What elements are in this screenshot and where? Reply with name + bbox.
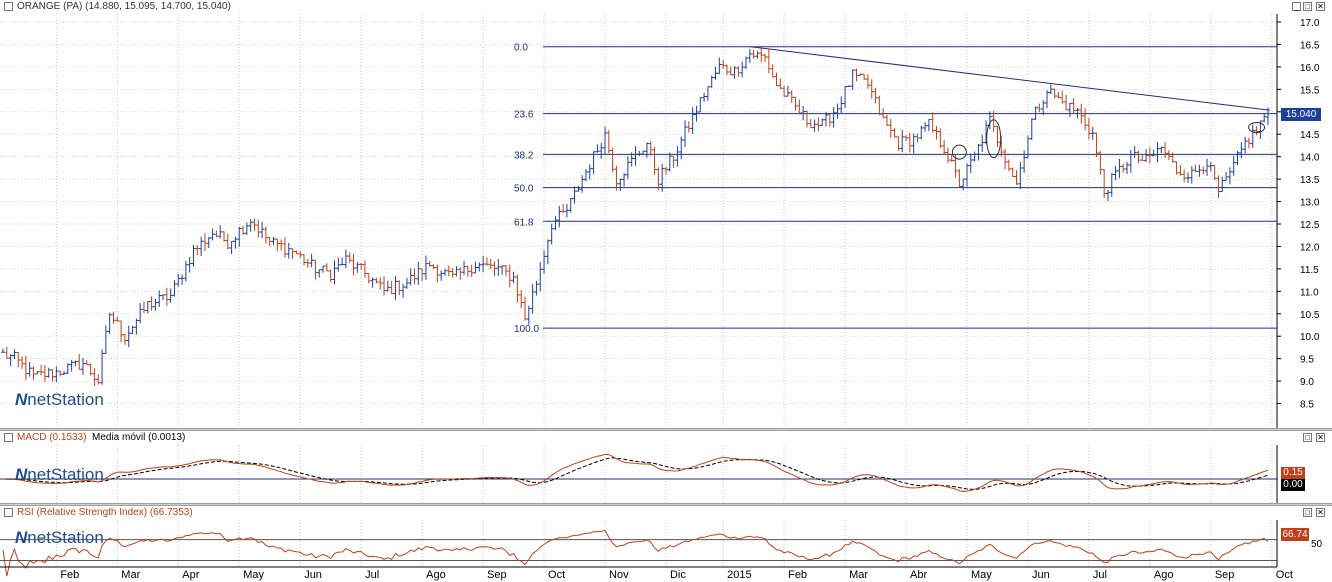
x-tick-label: Jul <box>365 569 379 581</box>
netstation-logo-text: netStation <box>27 390 104 409</box>
y-tick-label: 10.0 <box>1300 332 1320 343</box>
price-pane-titlebar: ORANGE (PA) (14.880, 15.095, 14.700, 15.… <box>0 0 1332 14</box>
x-tick-label: Mar <box>121 569 140 581</box>
y-tick-label: 12.0 <box>1300 242 1320 253</box>
macd-chart[interactable] <box>0 445 1332 503</box>
rsi-axis-label: 50 <box>1311 539 1323 550</box>
netstation-logo-text: netStation <box>27 465 104 484</box>
maximize-icon[interactable]: □ <box>1303 508 1312 517</box>
signal-line <box>2 457 1269 490</box>
x-tick-label: Sep <box>1215 569 1235 581</box>
y-tick-label: 8.5 <box>1300 400 1314 411</box>
x-tick-label: Jul <box>1093 569 1107 581</box>
signal-value-tag: 0.00 <box>1281 479 1305 491</box>
fibonacci-level-label: 100.0 <box>514 324 539 335</box>
minimize-icon[interactable]: _ <box>1292 2 1301 11</box>
close-icon[interactable]: ✕ <box>1316 433 1325 442</box>
netstation-logo-mark: N <box>15 465 28 484</box>
maximize-icon[interactable]: □ <box>1303 2 1312 11</box>
netstation-logo-mark: N <box>15 528 28 547</box>
macd-line <box>2 453 1269 493</box>
x-tick-label: Ago <box>426 569 446 581</box>
macd-signal-title: Media móvil (0.0013) <box>92 432 186 443</box>
netstation-logo: NnetStation <box>15 465 104 485</box>
y-tick-label: 17.0 <box>1300 18 1320 29</box>
x-tick-label: Apr <box>182 569 199 581</box>
x-tick-label: May <box>243 569 264 581</box>
maximize-icon[interactable]: □ <box>1303 433 1312 442</box>
y-tick-label: 15.5 <box>1300 85 1320 96</box>
x-tick-label: Jun <box>1032 569 1050 581</box>
y-tick-label: 9.5 <box>1300 355 1314 366</box>
rsi-value-tag: 66.74 <box>1281 528 1309 541</box>
rsi-chart[interactable]: Feb Mar Apr May Jun Jul Ago Sep Oct Nov Dic 2015 Feb… <box>0 520 1332 582</box>
macd-value-tag: 0.15 <box>1281 467 1305 479</box>
y-tick-label: 11.0 <box>1300 287 1319 298</box>
fibonacci-level-label: 23.6 <box>514 110 534 121</box>
fibonacci-level-label: 61.8 <box>514 217 534 228</box>
rsi-line <box>2 529 1269 577</box>
y-tick-label: 12.5 <box>1300 220 1320 231</box>
price-pane-title: ORANGE (PA) (14.880, 15.095, 14.700, 15.… <box>17 1 231 12</box>
macd-pane-title: MACD (0.1533) <box>17 432 87 443</box>
x-tick-label: Abr <box>910 569 927 581</box>
x-tick-label: Sep <box>487 569 507 581</box>
price-tag: 15.040 <box>1281 108 1321 121</box>
x-tick-label: May <box>971 569 992 581</box>
x-tick-label: Feb <box>60 569 79 581</box>
x-tick-label: Oct <box>548 569 565 581</box>
y-tick-label: 11.5 <box>1300 265 1319 276</box>
annotation-ellipse <box>1248 121 1266 133</box>
y-tick-label: 14.5 <box>1300 130 1320 141</box>
x-tick-label: 2015 <box>727 569 751 581</box>
pane-menu-icon[interactable] <box>4 2 13 11</box>
y-tick-label: 13.0 <box>1300 198 1320 209</box>
netstation-logo: NnetStation <box>15 528 104 548</box>
netstation-logo-mark: N <box>15 390 28 409</box>
y-tick-label: 10.5 <box>1300 310 1320 321</box>
rsi-pane-title: RSI (Relative Strength Index) (66.7353) <box>17 507 193 518</box>
pane-divider[interactable] <box>0 428 1332 431</box>
pane-menu-icon[interactable] <box>4 508 13 517</box>
close-icon[interactable]: ✕ <box>1316 508 1325 517</box>
annotation-circle <box>951 144 967 160</box>
y-tick-label: 16.0 <box>1300 63 1320 74</box>
fibonacci-level-label: 0.0 <box>514 43 528 54</box>
x-tick-label: Oct <box>1276 569 1293 581</box>
annotation-ellipse <box>986 119 1002 159</box>
x-tick-label: Feb <box>788 569 807 581</box>
rsi-pane-titlebar: RSI (Relative Strength Index) (66.7353) … <box>0 506 1332 520</box>
x-tick-label: Ago <box>1154 569 1174 581</box>
price-chart[interactable]: 8.5 9.0 9.5 10.0 10.5 11.0 11.5 12.0 12.5 13.0 13.… <box>0 14 1332 428</box>
y-tick-label: 13.5 <box>1300 175 1320 186</box>
x-tick-label: Mar <box>849 569 868 581</box>
rsi-pane: RSI (Relative Strength Index) (66.7353) … <box>0 506 1332 582</box>
fibonacci-level-label: 50.0 <box>514 184 534 195</box>
macd-pane-titlebar: MACD (0.1533) Media móvil (0.0013) □ ✕ <box>0 431 1332 445</box>
netstation-logo-text: netStation <box>27 528 104 547</box>
macd-pane: MACD (0.1533) Media móvil (0.0013) □ ✕ N… <box>0 431 1332 503</box>
netstation-logo: NnetStation <box>15 390 104 410</box>
y-tick-label: 14.0 <box>1300 153 1320 164</box>
pane-menu-icon[interactable] <box>4 433 13 442</box>
x-tick-label: Jun <box>304 569 322 581</box>
price-pane: ORANGE (PA) (14.880, 15.095, 14.700, 15.… <box>0 0 1332 428</box>
close-icon[interactable]: ✕ <box>1316 2 1325 11</box>
pane-divider[interactable] <box>0 503 1332 506</box>
trendline <box>749 46 1269 111</box>
fibonacci-level-label: 38.2 <box>514 150 534 161</box>
y-tick-label: 16.5 <box>1300 40 1320 51</box>
y-tick-label: 9.0 <box>1300 377 1314 388</box>
x-tick-label: Nov <box>609 569 629 581</box>
x-tick-label: Dic <box>670 569 686 581</box>
